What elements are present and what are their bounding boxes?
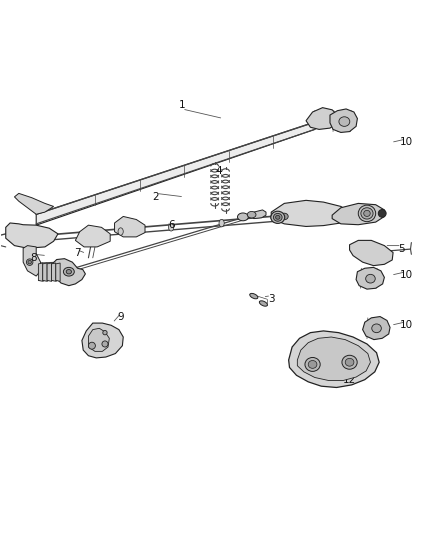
Text: 10: 10 — [399, 138, 413, 148]
Ellipse shape — [237, 213, 248, 221]
Text: 12: 12 — [343, 375, 356, 385]
Ellipse shape — [372, 324, 381, 333]
Ellipse shape — [378, 209, 386, 217]
Ellipse shape — [305, 358, 320, 372]
Ellipse shape — [66, 270, 71, 274]
Polygon shape — [306, 108, 339, 130]
Ellipse shape — [358, 205, 376, 222]
Polygon shape — [75, 225, 110, 247]
Text: 7: 7 — [74, 248, 81, 259]
Ellipse shape — [250, 293, 258, 299]
Polygon shape — [289, 331, 379, 387]
Ellipse shape — [308, 360, 317, 368]
Text: 15: 15 — [273, 214, 286, 224]
Ellipse shape — [88, 342, 95, 349]
Polygon shape — [39, 263, 43, 281]
Ellipse shape — [280, 213, 288, 220]
Ellipse shape — [276, 215, 280, 219]
Polygon shape — [271, 200, 350, 227]
Text: 10: 10 — [399, 320, 413, 330]
Ellipse shape — [64, 268, 74, 276]
Ellipse shape — [366, 274, 375, 283]
Ellipse shape — [364, 211, 370, 216]
Ellipse shape — [26, 259, 33, 265]
Ellipse shape — [361, 208, 373, 219]
Text: 11: 11 — [308, 118, 321, 128]
Ellipse shape — [342, 356, 357, 369]
Text: 5: 5 — [399, 244, 405, 254]
Ellipse shape — [278, 211, 291, 222]
Text: 6: 6 — [168, 220, 174, 230]
Ellipse shape — [271, 211, 285, 223]
Ellipse shape — [102, 341, 108, 347]
Text: 10: 10 — [399, 270, 413, 280]
Text: 4: 4 — [215, 166, 223, 176]
Ellipse shape — [259, 301, 268, 306]
Polygon shape — [88, 328, 110, 351]
Polygon shape — [350, 240, 393, 265]
Polygon shape — [82, 323, 123, 358]
Polygon shape — [36, 116, 332, 225]
Polygon shape — [297, 337, 371, 381]
Text: 1: 1 — [179, 100, 185, 110]
Polygon shape — [115, 216, 145, 237]
Polygon shape — [47, 263, 51, 281]
Polygon shape — [52, 259, 85, 286]
Polygon shape — [43, 263, 47, 281]
Ellipse shape — [345, 358, 354, 366]
Polygon shape — [332, 204, 385, 225]
Ellipse shape — [247, 212, 256, 218]
Polygon shape — [14, 193, 53, 214]
Polygon shape — [23, 246, 41, 276]
Ellipse shape — [28, 261, 32, 264]
Polygon shape — [363, 317, 390, 340]
Text: 9: 9 — [118, 312, 124, 321]
Polygon shape — [51, 263, 56, 281]
Text: 3: 3 — [268, 294, 275, 304]
Ellipse shape — [219, 220, 224, 227]
Ellipse shape — [118, 228, 123, 235]
Polygon shape — [356, 268, 385, 289]
Ellipse shape — [339, 117, 350, 126]
Polygon shape — [330, 109, 357, 133]
Polygon shape — [6, 223, 58, 248]
Ellipse shape — [169, 224, 174, 231]
Text: 2: 2 — [152, 192, 159, 202]
Polygon shape — [56, 263, 60, 281]
Text: 8: 8 — [31, 253, 37, 263]
Ellipse shape — [103, 330, 107, 335]
Polygon shape — [252, 210, 266, 219]
Ellipse shape — [273, 213, 282, 221]
